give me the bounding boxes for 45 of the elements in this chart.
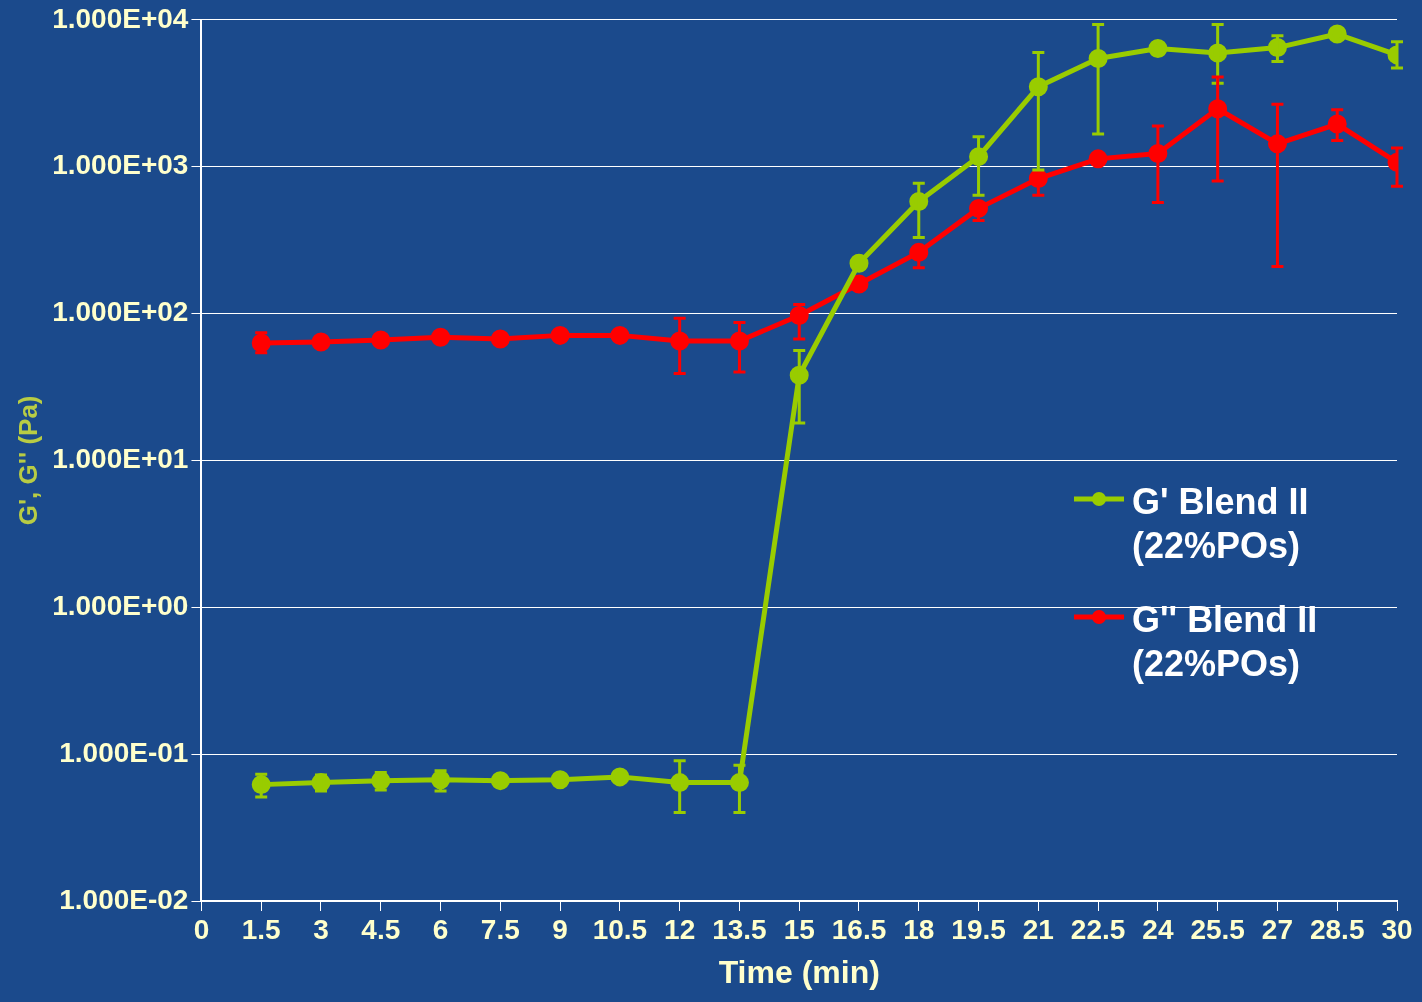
point	[371, 330, 391, 350]
y-tick-label: 1.000E+00	[52, 589, 189, 621]
x-tick-label: 12	[664, 913, 696, 945]
x-tick-label: 30	[1381, 913, 1413, 945]
legend-label: G' Blend II (22%POs)	[1132, 480, 1310, 568]
x-tick-label: 7.5	[480, 913, 520, 945]
x-tick-label: 28.5	[1309, 913, 1365, 945]
y-axis-title: G', G'' (Pa)	[12, 395, 43, 526]
point	[1148, 39, 1168, 59]
x-tick-label: 6	[432, 913, 449, 945]
point	[849, 253, 869, 273]
x-tick-label: 4.5	[361, 913, 401, 945]
x-axis-title: Time (min)	[718, 953, 880, 990]
y-tick-label: 1.000E+02	[52, 296, 189, 328]
y-tick-label: 1.000E+01	[52, 443, 189, 475]
x-tick-label: 3	[313, 913, 329, 945]
point	[490, 329, 510, 349]
point	[550, 325, 570, 345]
x-tick-label: 27	[1261, 913, 1294, 945]
y-tick-label: 1.000E-01	[59, 736, 189, 768]
point	[610, 767, 630, 787]
x-tick-label: 9	[552, 913, 568, 945]
x-tick-label: 22.5	[1070, 913, 1126, 945]
point	[490, 771, 510, 791]
point	[311, 332, 331, 352]
x-tick-label: 10.5	[592, 913, 648, 945]
x-tick-label: 1.5	[241, 913, 281, 945]
x-tick-label: 18	[903, 913, 935, 945]
x-tick-label: 0	[193, 913, 210, 945]
x-tick-label: 21	[1022, 913, 1054, 945]
point	[849, 274, 869, 294]
x-tick-label: 24	[1142, 913, 1174, 945]
point	[1327, 24, 1347, 44]
point	[1088, 149, 1108, 169]
point	[550, 770, 570, 790]
point	[610, 325, 630, 345]
y-tick-label: 1.000E+03	[52, 149, 189, 181]
y-tick-label: 1.000E-02	[59, 883, 189, 915]
x-tick-label: 15	[783, 913, 815, 945]
x-tick-label: 25.5	[1190, 913, 1245, 945]
x-tick-label: 13.5	[712, 913, 767, 945]
x-tick-label: 19.5	[951, 913, 1006, 945]
point	[431, 327, 451, 347]
x-tick-label: 16.5	[831, 913, 887, 945]
y-tick-label: 1.000E+04	[52, 2, 189, 34]
